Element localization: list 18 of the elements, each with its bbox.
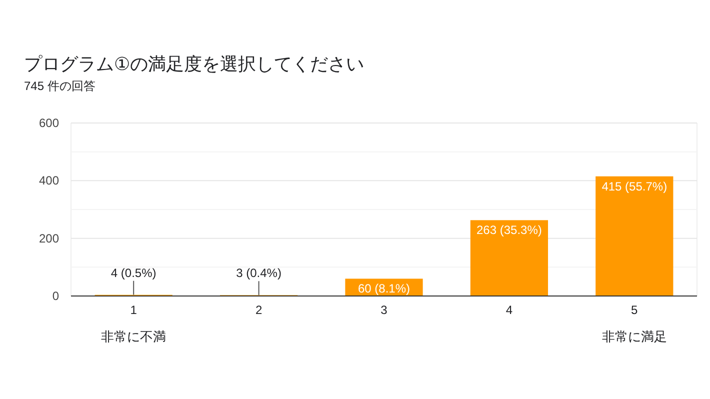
x-tick-label: 4 bbox=[506, 303, 513, 317]
y-tick-label: 600 bbox=[38, 116, 60, 130]
x-tick-label: 2 bbox=[255, 303, 262, 317]
data-label: 415 (55.7%) bbox=[602, 179, 668, 194]
data-label: 263 (35.3%) bbox=[476, 223, 542, 238]
chart-subtitle: 745 件の回答 bbox=[24, 79, 96, 93]
y-tick-label: 0 bbox=[52, 289, 60, 303]
chart-title: プログラム①の満足度を選択してください bbox=[24, 54, 364, 74]
x-tick-label: 3 bbox=[380, 303, 388, 317]
data-label: 60 (8.1%) bbox=[358, 282, 410, 296]
y-tick-label: 200 bbox=[38, 231, 60, 246]
data-label: 3 (0.4%) bbox=[236, 266, 282, 280]
data-label: 4 (0.5%) bbox=[110, 266, 156, 280]
x-tick-label: 1 bbox=[130, 303, 138, 317]
text: 非常に満足 bbox=[602, 329, 667, 344]
y-tick-label: 400 bbox=[38, 174, 60, 188]
text: 非常に不満 bbox=[101, 329, 166, 344]
x-tick-label: 5 bbox=[631, 303, 638, 317]
